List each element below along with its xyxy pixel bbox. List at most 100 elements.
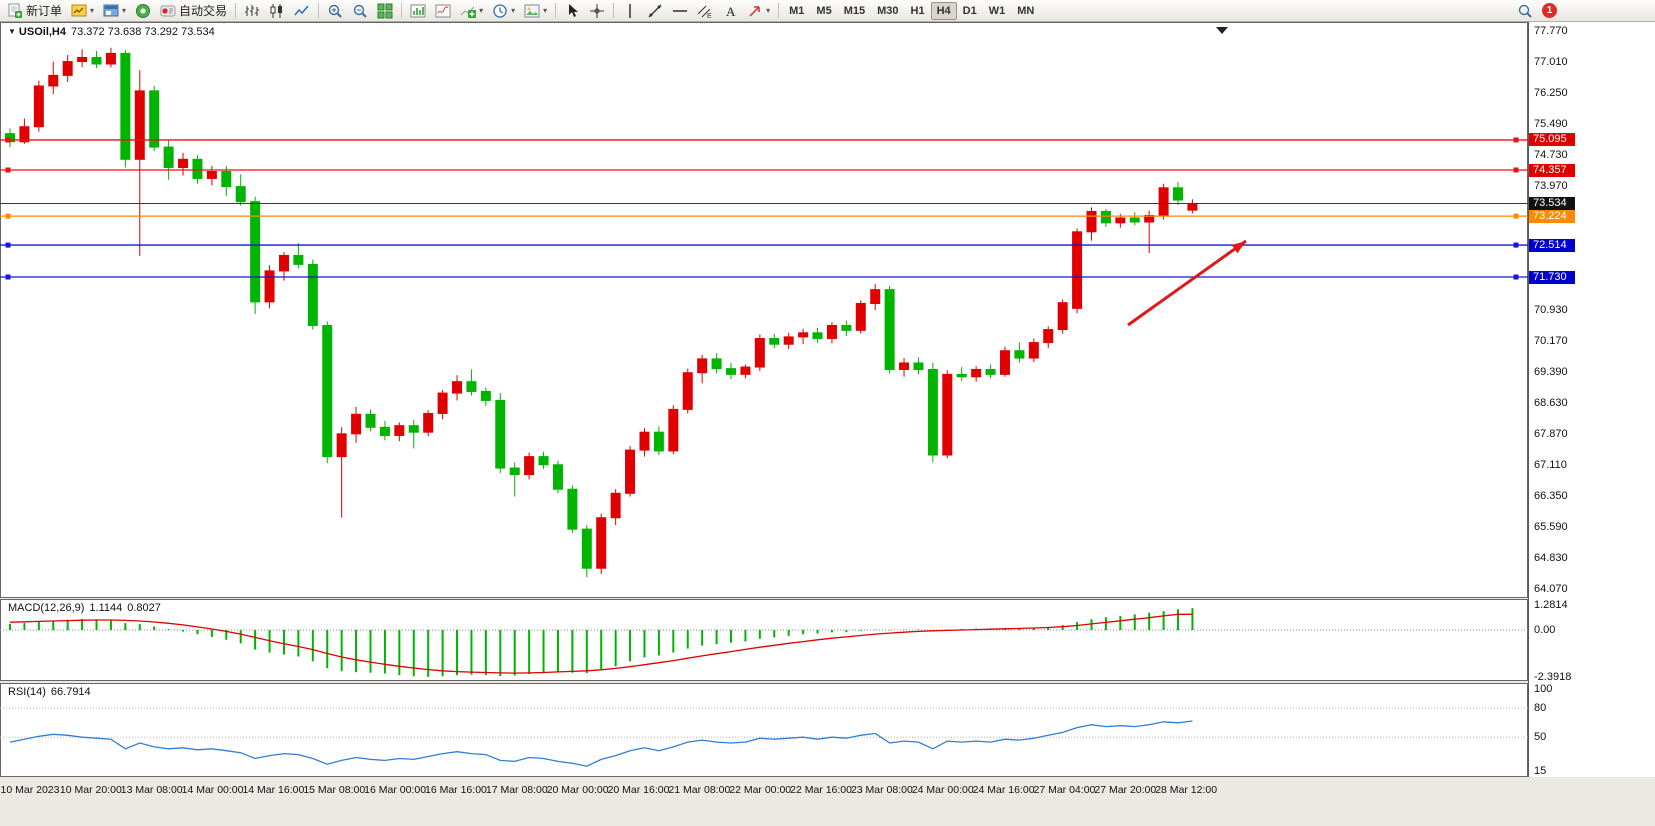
svg-text:E: E [707,13,712,19]
timeframe-mn[interactable]: MN [1011,2,1040,20]
new-chart-icon [71,3,87,19]
indicator-list-button[interactable] [406,1,430,21]
trendline-button[interactable] [643,1,667,21]
timeframe-group: M1 M5 M15 M30 H1 H4 D1 W1 MN [783,1,1040,20]
rsi-tick: 50 [1534,731,1547,744]
line-chart-button[interactable] [290,1,314,21]
horizontal-lines[interactable] [0,137,1528,280]
chart-window: ▼ USOil,H4 73.372 73.638 73.292 73.534 MAC… [0,22,1655,826]
timeframe-h1[interactable]: H1 [905,2,931,20]
macd-value: 1.1144 [89,602,123,614]
horizontal-line-button[interactable] [668,1,692,21]
toolbar-separator [613,3,615,18]
timeframe-m5[interactable]: M5 [810,2,837,20]
time-tick: 23 Mar 08:00 [850,784,913,796]
trend-arrow[interactable] [1127,239,1247,327]
notification-badge[interactable]: 1 [1542,3,1557,18]
toolbar-separator [401,3,403,18]
bar-chart-button[interactable] [240,1,264,21]
line-chart-icon [294,3,310,19]
rsi-label: RSI(14) [8,686,46,698]
periods-button[interactable]: ▾ [488,1,519,21]
zoom-in-button[interactable] [323,1,347,21]
profiles-button[interactable]: ▾ [99,1,130,21]
cursor-icon [564,3,580,19]
timeframe-h4[interactable]: H4 [930,1,957,20]
chart-plot[interactable] [0,22,1528,777]
autotrading-button[interactable]: 自动交易 [156,1,231,21]
price-panel[interactable] [0,22,1528,598]
new-order-icon [7,3,23,19]
line-price-box: 75.095 [1529,133,1575,147]
rsi-value: 66.7914 [50,686,91,698]
equidistant-channel-button[interactable]: E [693,1,717,21]
arrow-objects-icon [747,3,763,19]
line-handle [5,213,11,219]
cursor-button[interactable] [560,1,584,21]
text-label-button[interactable]: A [718,1,742,21]
timeframe-m30[interactable]: M30 [871,2,904,20]
price-axis[interactable]: 77.770 77.010 76.250 75.490 74.730 73.970 73.2… [1528,22,1655,777]
line-handle [5,242,11,248]
chart-ohlc: 73.372 73.638 73.292 73.534 [71,26,215,38]
chart-window-button[interactable] [431,1,455,21]
timeframe-d1[interactable]: D1 [957,2,983,20]
navigator-icon [135,3,151,19]
add-indicator-button[interactable]: ▾ [456,1,487,21]
line-price-box: 71.730 [1529,270,1575,284]
arrow-objects-button[interactable]: ▾ [743,1,774,21]
macd-tick: -2.3918 [1534,670,1572,683]
new-chart-button[interactable]: ▾ [67,1,98,21]
line-handle [5,274,11,280]
navigator-button[interactable] [131,1,155,21]
candles [5,47,1198,578]
line-handle [1513,137,1519,143]
price-tick: 69.390 [1534,366,1568,379]
rsi-panel[interactable] [0,683,1528,777]
candlestick-icon [269,3,285,19]
rsi-title: RSI(14) 66.7914 [8,686,91,698]
vertical-line-button[interactable] [618,1,642,21]
line-price-box: 73.224 [1529,209,1575,223]
tile-windows-button[interactable] [373,1,397,21]
vertical-line-icon [622,3,638,19]
templates-icon [524,3,540,19]
time-tick: 10 Mar 20:00 [59,784,122,796]
horizontal-line-icon [672,3,688,19]
chevron-down-icon: ▾ [766,6,771,15]
timeframe-m1[interactable]: M1 [783,2,810,20]
chevron-down-icon: ▾ [511,6,516,15]
crosshair-button[interactable] [585,1,609,21]
time-tick: 24 Mar 16:00 [972,784,1035,796]
candlestick-chart-button[interactable] [265,1,289,21]
autotrading-label: 自动交易 [179,4,228,18]
chevron-down-icon: ▾ [122,6,127,15]
macd-panel[interactable] [0,599,1528,681]
line-handle [5,167,11,173]
line-handle [1513,274,1519,280]
chart-title: ▼ USOil,H4 73.372 73.638 73.292 73.534 [8,26,215,38]
timeframe-w1[interactable]: W1 [983,2,1012,20]
shift-marker-icon[interactable] [1216,27,1228,34]
time-tick: 14 Mar 00:00 [181,784,244,796]
zoom-out-button[interactable] [348,1,372,21]
macd-histogram [9,608,1194,677]
current-price-box: 73.534 [1529,197,1575,211]
main-toolbar: 新订单 ▾ ▾ 自动交易 ▾ ▾ ▾ E A ▾ [0,0,1655,22]
templates-button[interactable]: ▾ [520,1,551,21]
timeframe-m15[interactable]: M15 [838,2,871,20]
symbol-dropdown-icon[interactable]: ▼ [8,27,16,36]
line-price-box: 72.514 [1529,238,1575,252]
text-label-icon: A [722,3,738,19]
line-handle [1513,213,1519,219]
search-button[interactable] [1513,1,1537,21]
price-tick: 68.630 [1534,397,1568,410]
price-tick: 67.870 [1534,428,1568,441]
new-order-button[interactable]: 新订单 [3,1,66,21]
time-tick: 14 Mar 16:00 [242,784,305,796]
time-tick: 20 Mar 00:00 [546,784,609,796]
toolbar-separator [778,3,780,18]
time-tick: 10 Mar 2023 [0,784,60,796]
time-axis[interactable]: 10 Mar 2023 10 Mar 20:00 13 Mar 08:00 14 Ma… [0,777,1528,803]
price-tick: 77.010 [1534,55,1568,68]
